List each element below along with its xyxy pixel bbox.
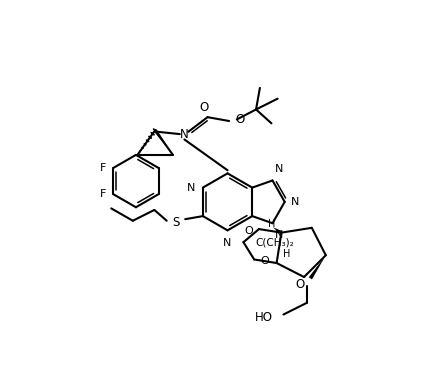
Text: N: N xyxy=(291,197,299,207)
Text: HO: HO xyxy=(255,311,273,324)
Text: O: O xyxy=(260,256,269,266)
Text: H: H xyxy=(268,219,275,229)
Text: O: O xyxy=(295,278,304,291)
Text: N: N xyxy=(223,238,232,248)
Polygon shape xyxy=(309,255,326,279)
Polygon shape xyxy=(273,227,282,234)
Text: F: F xyxy=(100,163,106,173)
Text: O: O xyxy=(235,113,245,126)
Text: O: O xyxy=(199,102,208,114)
Text: N: N xyxy=(180,128,189,141)
Text: N: N xyxy=(275,164,283,174)
Text: S: S xyxy=(172,216,180,229)
Text: O: O xyxy=(244,225,253,235)
Text: N: N xyxy=(187,183,195,193)
Text: N: N xyxy=(275,230,283,240)
Text: H: H xyxy=(283,249,290,259)
Polygon shape xyxy=(154,129,173,155)
Text: C(CH₃)₂: C(CH₃)₂ xyxy=(255,237,294,247)
Text: F: F xyxy=(100,189,106,199)
